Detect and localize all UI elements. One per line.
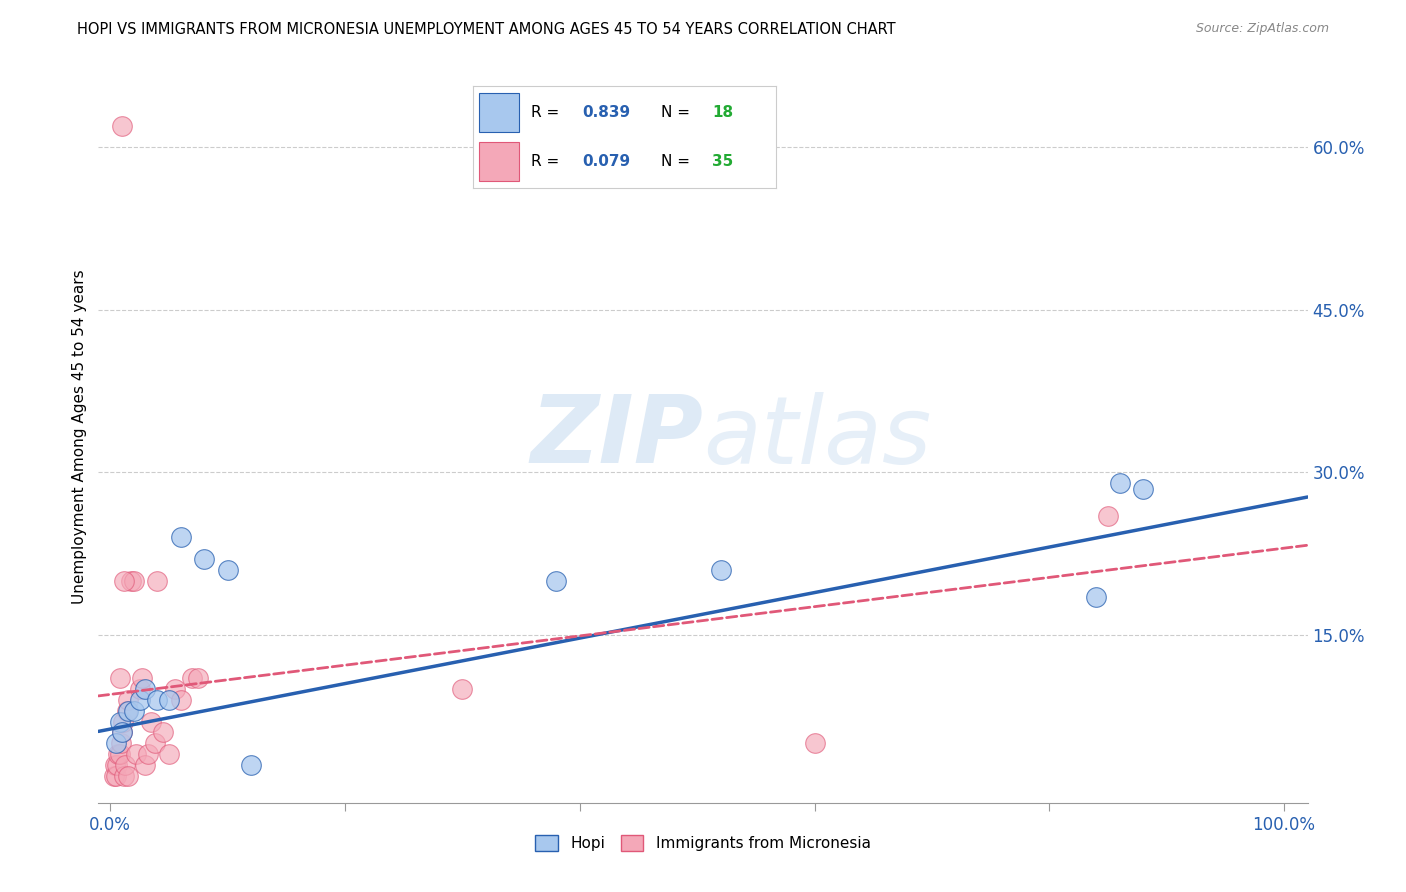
Point [125, 747, 148, 761]
Point [112, 769, 135, 783]
Point [122, 704, 145, 718]
Y-axis label: Unemployment Among Ages 45 to 54 years: Unemployment Among Ages 45 to 54 years [72, 269, 87, 605]
Point [546, 574, 568, 588]
Point [108, 747, 131, 761]
Point [112, 714, 135, 729]
Text: ZIP: ZIP [530, 391, 703, 483]
Point [117, 704, 139, 718]
Point [131, 671, 153, 685]
Text: Source: ZipAtlas.com: Source: ZipAtlas.com [1195, 22, 1329, 36]
Point [112, 574, 135, 588]
Point [157, 747, 180, 761]
Point [105, 757, 128, 772]
Point [120, 574, 142, 588]
Point [105, 736, 128, 750]
Point [187, 671, 209, 685]
Point [111, 119, 134, 133]
Point [141, 714, 163, 729]
Legend: Hopi, Immigrants from Micronesia: Hopi, Immigrants from Micronesia [529, 830, 877, 857]
Point [169, 530, 191, 544]
Point [157, 693, 180, 707]
Point [240, 757, 263, 772]
Point [111, 725, 134, 739]
Text: HOPI VS IMMIGRANTS FROM MICRONESIA UNEMPLOYMENT AMONG AGES 45 TO 54 YEARS CORREL: HOPI VS IMMIGRANTS FROM MICRONESIA UNEMP… [77, 22, 896, 37]
Point [128, 693, 150, 707]
Point [803, 736, 825, 750]
Point [1132, 482, 1154, 496]
Point [122, 574, 145, 588]
Point [104, 757, 127, 772]
Point [146, 574, 169, 588]
Point [111, 725, 134, 739]
Point [117, 693, 139, 707]
Point [117, 769, 139, 783]
Point [134, 681, 156, 696]
Point [146, 693, 169, 707]
Point [1085, 590, 1108, 604]
Point [110, 736, 132, 750]
Point [115, 704, 138, 718]
Point [152, 725, 174, 739]
Point [163, 681, 186, 696]
Point [143, 736, 166, 750]
Point [1097, 508, 1119, 523]
Point [134, 757, 156, 772]
Text: atlas: atlas [703, 392, 931, 483]
Point [128, 681, 150, 696]
Point [108, 714, 131, 729]
Point [105, 769, 128, 783]
Point [181, 671, 204, 685]
Point [169, 693, 191, 707]
Point [193, 552, 215, 566]
Point [107, 747, 129, 761]
Point [103, 769, 125, 783]
Point [451, 681, 474, 696]
Point [1108, 476, 1130, 491]
Point [136, 747, 159, 761]
Point [108, 671, 131, 685]
Point [217, 563, 239, 577]
Point [114, 757, 136, 772]
Point [710, 563, 733, 577]
